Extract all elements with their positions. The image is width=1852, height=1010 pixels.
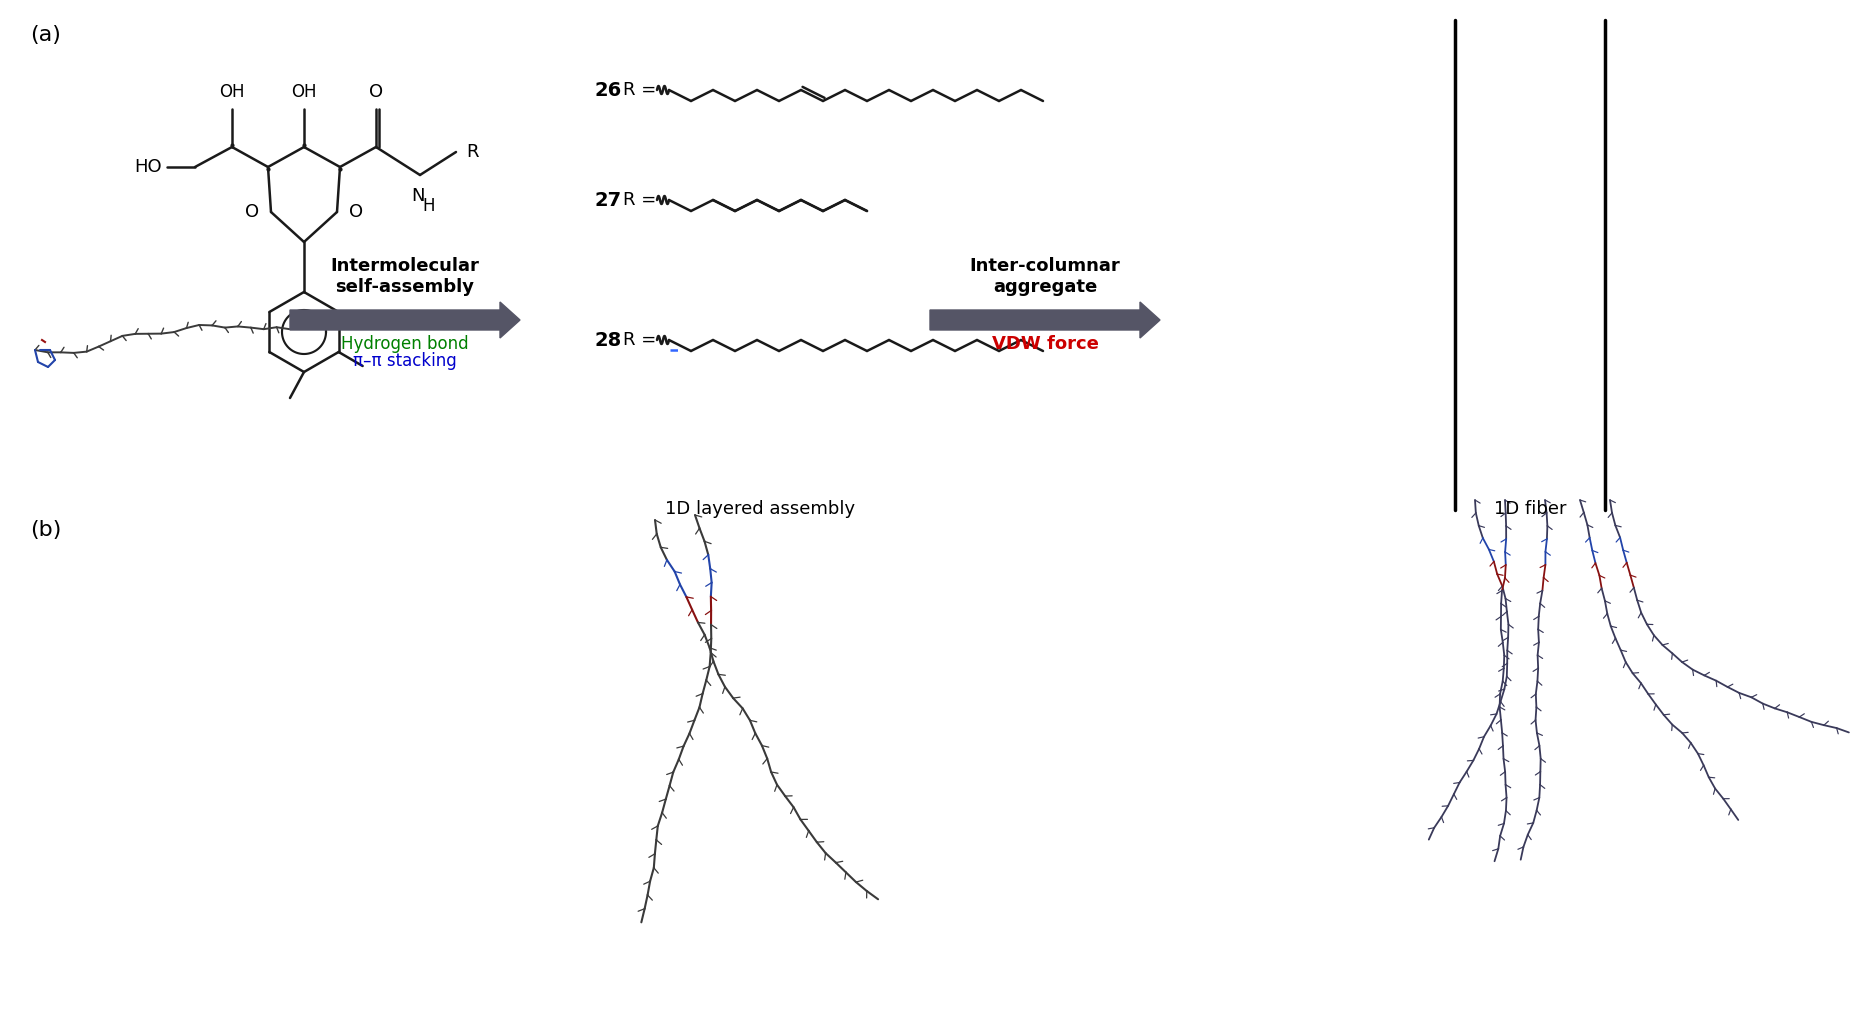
Text: 1D fiber: 1D fiber [1495, 500, 1567, 518]
Text: 1D layered assembly: 1D layered assembly [665, 500, 856, 518]
Text: H: H [422, 197, 435, 215]
Text: R: R [467, 143, 478, 161]
Text: O: O [244, 203, 259, 221]
Text: R =: R = [622, 331, 656, 349]
Text: Inter-columnar: Inter-columnar [970, 257, 1120, 275]
Text: R =: R = [622, 191, 656, 209]
Text: Hydrogen bond: Hydrogen bond [341, 335, 469, 353]
Text: 27: 27 [594, 191, 622, 209]
Text: 26: 26 [594, 81, 622, 100]
Text: VDW force: VDW force [991, 335, 1098, 353]
Text: self-assembly: self-assembly [335, 278, 474, 296]
Polygon shape [291, 302, 520, 338]
Text: R =: R = [622, 81, 656, 99]
Text: 28: 28 [594, 330, 622, 349]
Text: HO: HO [135, 158, 161, 176]
Polygon shape [930, 302, 1159, 338]
Text: N: N [411, 187, 424, 205]
Text: aggregate: aggregate [993, 278, 1096, 296]
Text: O: O [348, 203, 363, 221]
Text: OH: OH [291, 83, 317, 101]
Text: OH: OH [219, 83, 244, 101]
Text: O: O [369, 83, 383, 101]
Text: Intermolecular: Intermolecular [330, 257, 480, 275]
Text: (a): (a) [30, 25, 61, 45]
Text: (b): (b) [30, 520, 61, 540]
Text: π–π stacking: π–π stacking [354, 352, 457, 370]
